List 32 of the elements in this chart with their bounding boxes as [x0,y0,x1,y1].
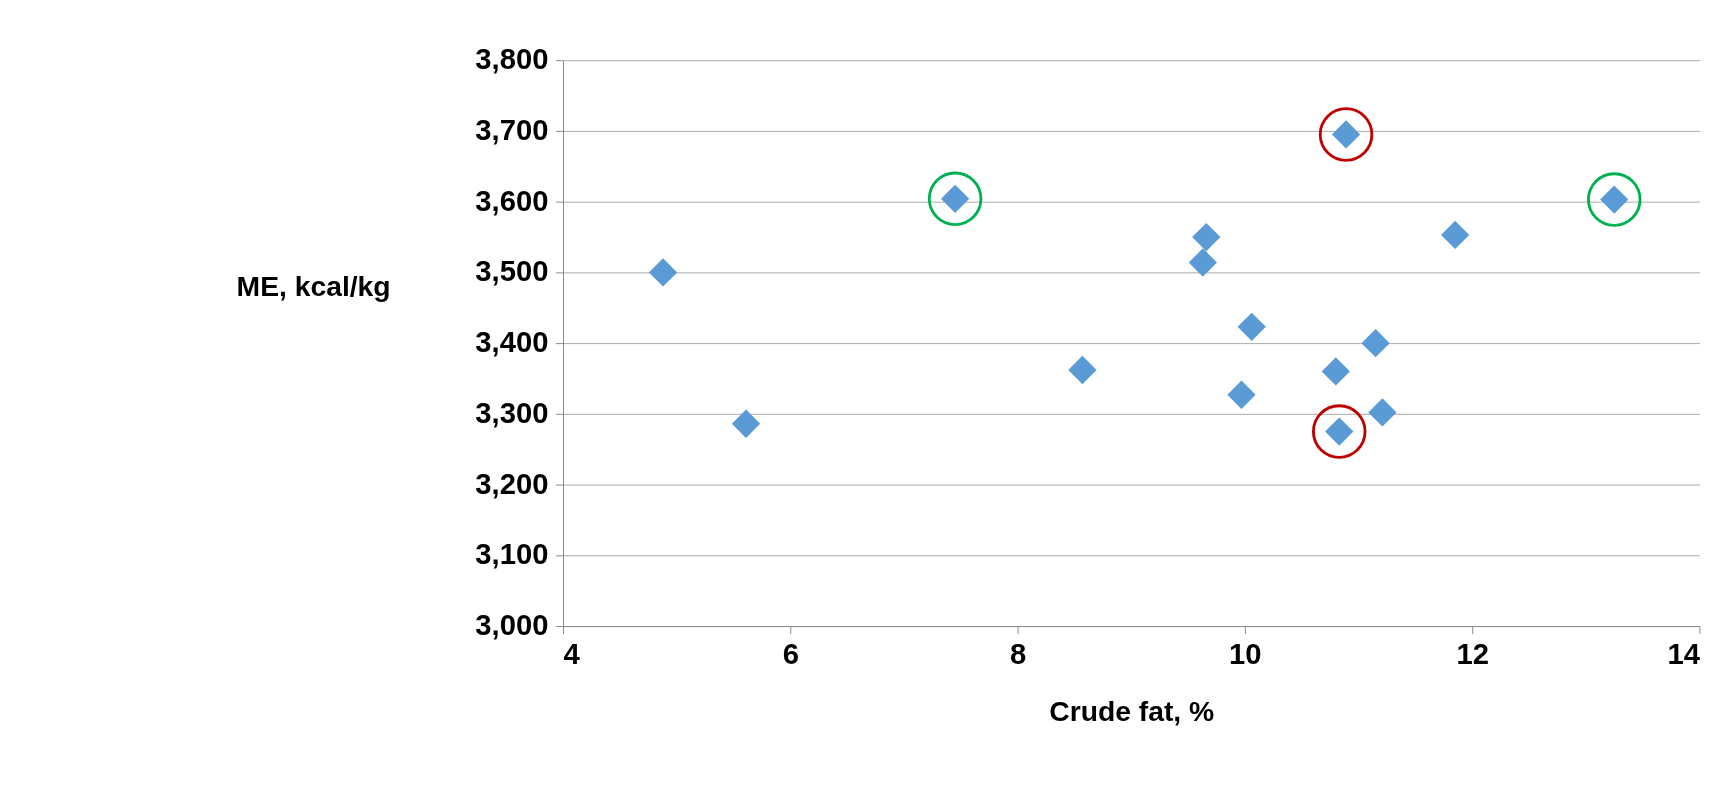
point [1227,380,1256,409]
y-tick-label: 3,800 [475,43,549,76]
x-tick-label: 6 [782,638,799,671]
point [1318,107,1374,162]
y-tick-label: 3,500 [475,255,549,288]
point [648,258,678,287]
x-tick-label: 12 [1456,638,1489,671]
x-tick-label: 8 [1009,638,1027,671]
point [927,171,983,227]
y-axis-title: ME, kcal/kg [236,269,391,302]
y-tick-label: 3,400 [475,326,549,359]
point [1068,355,1097,385]
x-tick-label: 10 [1229,638,1262,671]
point [1237,312,1266,342]
y-tick-label: 3,200 [475,467,549,500]
point [1361,328,1390,358]
point [1368,398,1397,427]
point [731,409,761,438]
point [1441,220,1470,250]
y-tick-label: 3,300 [475,396,549,429]
x-tick-label: 4 [563,638,581,671]
point [1311,404,1367,459]
point [1192,222,1221,252]
y-tick-label: 3,700 [475,113,549,146]
y-tick-label: 3,100 [475,538,549,571]
y-tick-label: 3,000 [475,609,549,642]
y-tick-label: 3,600 [475,184,549,217]
point [1321,357,1350,386]
point [1188,248,1217,277]
point [1587,172,1642,227]
x-axis-title: Crude fat, % [1049,694,1215,727]
x-tick-label: 14 [1667,638,1701,671]
